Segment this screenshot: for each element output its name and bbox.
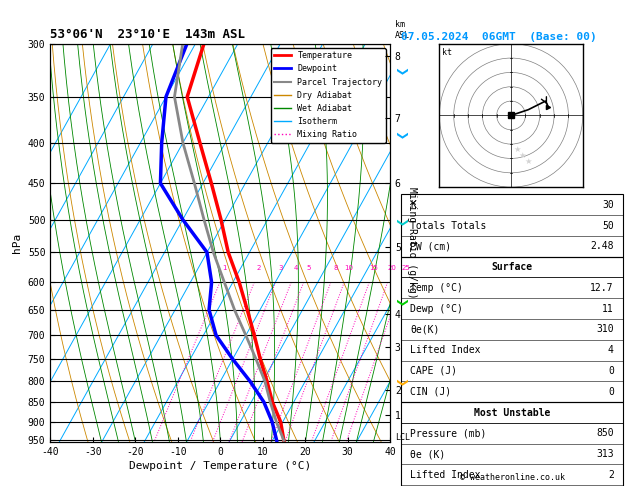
Text: 310: 310 — [596, 325, 614, 334]
Text: LCL: LCL — [395, 433, 410, 442]
Text: ❯: ❯ — [394, 298, 405, 308]
Text: ❯: ❯ — [394, 218, 405, 228]
Bar — [401, 257, 623, 402]
Text: ❯: ❯ — [394, 378, 405, 387]
Text: Lifted Index: Lifted Index — [410, 470, 481, 480]
Text: kt: kt — [442, 48, 452, 57]
Text: 5: 5 — [306, 265, 310, 271]
Y-axis label: Mixing Ratio (g/kg): Mixing Ratio (g/kg) — [408, 187, 418, 299]
Text: Totals Totals: Totals Totals — [410, 221, 487, 230]
Text: ★: ★ — [525, 157, 532, 166]
Text: km
ASL: km ASL — [395, 20, 410, 40]
Text: © weatheronline.co.uk: © weatheronline.co.uk — [460, 473, 565, 482]
Text: 07.05.2024  06GMT  (Base: 00): 07.05.2024 06GMT (Base: 00) — [401, 32, 597, 42]
Text: 53°06'N  23°10'E  143m ASL: 53°06'N 23°10'E 143m ASL — [50, 28, 245, 41]
Text: Most Unstable: Most Unstable — [474, 408, 550, 417]
Text: 30: 30 — [602, 200, 614, 210]
Text: K: K — [410, 200, 416, 210]
Text: Dewp (°C): Dewp (°C) — [410, 304, 463, 313]
Text: 8: 8 — [333, 265, 338, 271]
Text: 4: 4 — [294, 265, 298, 271]
Text: 25: 25 — [402, 265, 411, 271]
Text: θe (K): θe (K) — [410, 449, 445, 459]
Text: 0: 0 — [608, 387, 614, 397]
Bar — [401, 402, 623, 486]
Text: Pressure (mb): Pressure (mb) — [410, 428, 487, 438]
Text: 2.48: 2.48 — [591, 242, 614, 251]
Text: Temp (°C): Temp (°C) — [410, 283, 463, 293]
Text: 2: 2 — [257, 265, 261, 271]
Text: ❯: ❯ — [394, 131, 405, 140]
Y-axis label: hPa: hPa — [13, 233, 22, 253]
Text: ❯: ❯ — [394, 67, 405, 76]
Legend: Temperature, Dewpoint, Parcel Trajectory, Dry Adiabat, Wet Adiabat, Isotherm, Mi: Temperature, Dewpoint, Parcel Trajectory… — [271, 48, 386, 142]
Text: CAPE (J): CAPE (J) — [410, 366, 457, 376]
Text: 11: 11 — [602, 304, 614, 313]
Text: PW (cm): PW (cm) — [410, 242, 451, 251]
Text: ★: ★ — [519, 151, 526, 160]
Text: 15: 15 — [369, 265, 378, 271]
Text: 1: 1 — [223, 265, 227, 271]
Text: 850: 850 — [596, 428, 614, 438]
Text: Lifted Index: Lifted Index — [410, 345, 481, 355]
Text: 12.7: 12.7 — [591, 283, 614, 293]
Text: 4: 4 — [608, 345, 614, 355]
Bar — [401, 194, 623, 257]
Text: ★: ★ — [513, 145, 521, 155]
Text: 10: 10 — [344, 265, 353, 271]
Text: θe(K): θe(K) — [410, 325, 440, 334]
Text: 2: 2 — [608, 470, 614, 480]
Text: 0: 0 — [608, 366, 614, 376]
X-axis label: Dewpoint / Temperature (°C): Dewpoint / Temperature (°C) — [129, 461, 311, 471]
Text: 313: 313 — [596, 449, 614, 459]
Text: 3: 3 — [278, 265, 282, 271]
Text: CIN (J): CIN (J) — [410, 387, 451, 397]
Text: 50: 50 — [602, 221, 614, 230]
Text: 20: 20 — [387, 265, 396, 271]
Text: Surface: Surface — [491, 262, 533, 272]
